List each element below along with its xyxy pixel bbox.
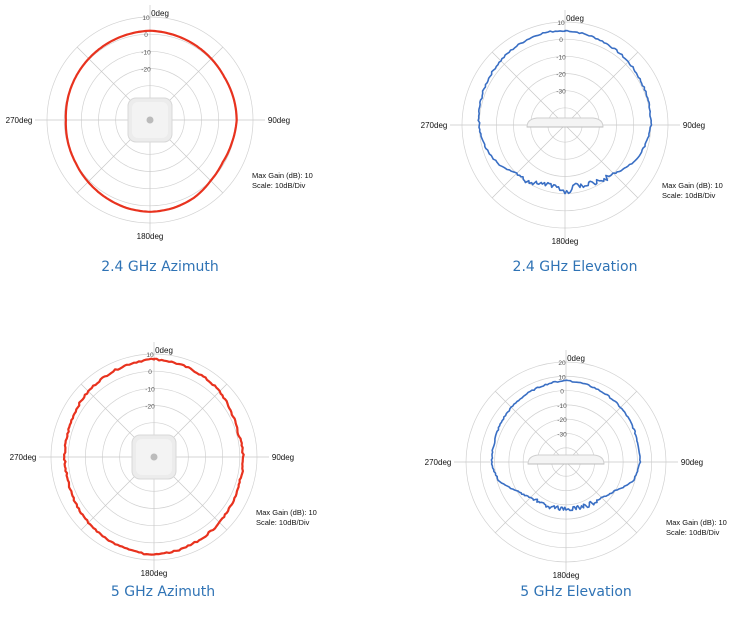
polar-plot-2-4ghz-azimuth: 10 0 -10 -20 0deg 90deg 180deg 270deg Max Gain (… (6, 5, 313, 241)
radial-tick-label: -10 (556, 54, 566, 61)
chart-2-4ghz-azimuth: 10 0 -10 -20 0deg 90deg 180deg 270deg Max Gain (… (0, 0, 372, 300)
grid-spoke (564, 51, 639, 126)
max-gain-label: Max Gain (dB): 10 (666, 518, 727, 527)
angle-label-top: 0deg (566, 14, 584, 23)
grid-spoke (495, 391, 567, 463)
chart-title: 5 GHz Azimuth (110, 584, 216, 600)
angle-label-right: 90deg (683, 121, 705, 130)
chart-title: 5 GHz Elevation (520, 584, 632, 600)
polar-plot-2-4ghz-elevation: 10 0 -10 -20 -30 0deg 90deg 180deg 270deg Max Gai… (421, 10, 723, 246)
chart-title: 2.4 GHz Elevation (512, 259, 638, 275)
grid-spoke (491, 124, 566, 199)
radial-tick-label: -10 (557, 403, 567, 410)
radial-tick-label: 10 (142, 15, 150, 22)
access-point-side-view-icon (526, 117, 604, 128)
chart-5ghz-elevation: 20 10 0 -10 -20 -30 0deg 90deg 180deg 270deg Max G… (372, 300, 744, 620)
radial-tick-label: -30 (556, 89, 566, 96)
grid-spoke (491, 51, 566, 126)
max-gain-label: Max Gain (dB): 10 (662, 181, 723, 190)
polar-plot-5ghz-elevation: 20 10 0 -10 -20 -30 0deg 90deg 180deg 270deg Max G… (425, 350, 727, 580)
radial-tick-label: 20 (558, 360, 566, 367)
access-point-top-view-icon (127, 97, 173, 143)
scale-label: Scale: 10dB/Div (662, 191, 716, 200)
angle-label-right: 90deg (268, 116, 290, 125)
gain-pattern-line (64, 29, 238, 213)
chart-2-4ghz-elevation: 10 0 -10 -20 -30 0deg 90deg 180deg 270deg Max Gai… (372, 0, 744, 300)
radial-tick-label: -20 (557, 417, 567, 424)
angle-label-left: 270deg (10, 453, 37, 462)
scale-label: Scale: 10dB/Div (252, 181, 306, 190)
angle-label-bottom: 180deg (141, 569, 168, 578)
radial-tick-label: 0 (148, 369, 152, 376)
radial-tick-label: 10 (558, 374, 566, 381)
scale-label: Scale: 10dB/Div (666, 528, 720, 537)
angle-label-left: 270deg (6, 116, 33, 125)
radial-tick-label: -30 (557, 431, 567, 438)
angle-label-left: 270deg (421, 121, 448, 130)
angle-label-right: 90deg (681, 458, 703, 467)
grid-spoke (565, 391, 637, 463)
radial-tick-label: -20 (141, 67, 151, 74)
angle-label-bottom: 180deg (553, 571, 580, 580)
radial-tick-label: -20 (556, 72, 566, 79)
radial-tick-label: -20 (145, 404, 155, 411)
angle-label-top: 0deg (151, 9, 169, 18)
chart-title: 2.4 GHz Azimuth (101, 259, 219, 275)
angle-label-bottom: 180deg (552, 237, 579, 246)
max-gain-label: Max Gain (dB): 10 (256, 508, 317, 517)
radial-tick-label: -10 (145, 386, 155, 393)
gain-pattern-line (477, 29, 653, 195)
access-point-side-view-icon (527, 454, 605, 465)
angle-label-top: 0deg (155, 346, 173, 355)
angle-label-right: 90deg (272, 453, 294, 462)
radial-tick-label: 0 (559, 37, 563, 44)
angle-label-bottom: 180deg (137, 232, 164, 241)
radial-tick-label: 10 (146, 352, 154, 359)
radial-tick-label: 10 (557, 20, 565, 27)
gain-pattern-line (62, 357, 245, 556)
radial-tick-label: 0 (144, 32, 148, 39)
polar-plot-5ghz-azimuth: 10 0 -10 -20 0deg 90deg 180deg 270deg Max Gain (… (10, 342, 317, 578)
radial-tick-label: -10 (141, 49, 151, 56)
grid-spoke (564, 124, 639, 199)
gain-pattern-line (490, 379, 642, 512)
max-gain-label: Max Gain (dB): 10 (252, 171, 313, 180)
radial-tick-label: 0 (560, 389, 564, 396)
access-point-top-view-icon (131, 434, 177, 480)
angle-label-left: 270deg (425, 458, 452, 467)
chart-5ghz-azimuth: 10 0 -10 -20 0deg 90deg 180deg 270deg Max Gain (… (0, 300, 372, 620)
scale-label: Scale: 10dB/Div (256, 518, 310, 527)
angle-label-top: 0deg (567, 354, 585, 363)
